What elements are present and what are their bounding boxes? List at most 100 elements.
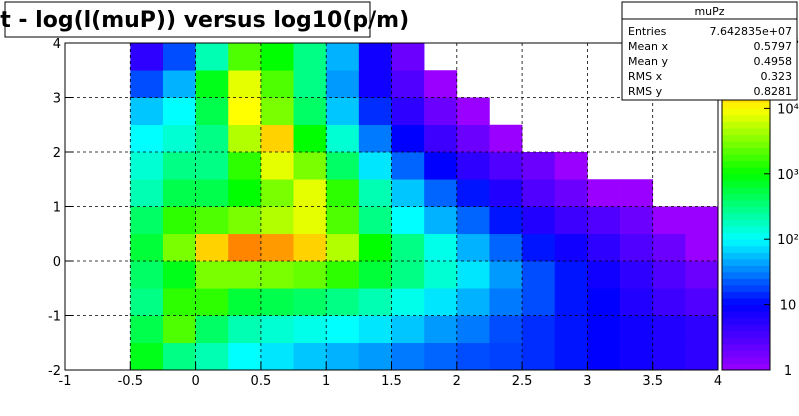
heat-cell	[195, 179, 229, 207]
y-tick-label: 2	[53, 146, 61, 161]
heat-cell	[685, 288, 719, 316]
stats-box	[621, 1, 798, 101]
heat-cell	[293, 288, 327, 316]
heat-cell	[522, 261, 556, 289]
palette-step	[722, 134, 770, 142]
heat-cell	[162, 124, 196, 153]
heat-cell	[358, 179, 392, 207]
heat-cell	[260, 97, 294, 126]
y-tick-label: 4	[53, 37, 61, 52]
heat-cell	[162, 97, 196, 126]
heat-cell	[424, 124, 458, 153]
heat-cell	[162, 70, 196, 98]
heat-cell	[489, 261, 523, 289]
heat-cell	[391, 261, 425, 289]
x-tick-label: 2	[453, 374, 461, 389]
heat-cell	[424, 152, 458, 180]
heat-cell	[424, 179, 458, 207]
heat-cell	[358, 70, 392, 98]
stats-title: muPz	[694, 5, 724, 18]
heat-cell	[391, 233, 425, 262]
heat-cell	[685, 261, 719, 289]
palette-step	[722, 213, 770, 221]
heat-cell	[587, 261, 621, 289]
heat-cell	[358, 124, 392, 153]
palette-step	[722, 154, 770, 162]
heat-cell	[195, 97, 229, 126]
stats-label: RMS y	[628, 85, 663, 98]
heat-cell	[293, 233, 327, 262]
palette-step	[722, 147, 770, 155]
palette-step	[722, 324, 770, 332]
heat-cell	[228, 124, 262, 153]
heat-cell	[685, 206, 719, 235]
palette-step	[722, 330, 770, 338]
heat-cell	[162, 152, 196, 180]
heat-cell	[554, 261, 588, 289]
heat-cell	[391, 206, 425, 235]
heat-cell	[228, 179, 262, 207]
heat-cell	[554, 206, 588, 235]
x-tick-label: 1	[322, 374, 330, 389]
heat-cell	[489, 288, 523, 316]
heat-cell	[293, 179, 327, 207]
heat-cell	[260, 124, 294, 153]
heat-cell	[326, 233, 360, 262]
heat-cell	[195, 288, 229, 316]
heat-cell	[554, 233, 588, 262]
heat-cell	[162, 315, 196, 344]
heat-cell	[228, 206, 262, 235]
stats-value: 0.323	[761, 70, 793, 83]
heat-cell	[489, 179, 523, 207]
heat-cell	[293, 97, 327, 126]
heat-cell	[685, 233, 719, 262]
palette-step	[722, 108, 770, 116]
heat-cell	[587, 233, 621, 262]
heat-cell	[522, 342, 556, 371]
heat-cell	[358, 342, 392, 371]
heat-cell	[489, 342, 523, 371]
heat-cell	[620, 261, 653, 289]
heat-cell	[522, 206, 556, 235]
heat-cell	[162, 43, 196, 71]
heat-cell	[620, 288, 653, 316]
heat-cell	[424, 97, 458, 126]
heat-cell	[391, 43, 425, 71]
palette-step	[722, 180, 770, 188]
palette-step	[722, 356, 770, 364]
heat-cell	[456, 179, 490, 207]
heat-cell	[228, 233, 262, 262]
palette-step	[722, 160, 770, 168]
heat-cell	[391, 124, 425, 153]
palette-step	[722, 298, 770, 306]
x-tick-label: 1.5	[381, 374, 402, 389]
heat-cell	[587, 315, 621, 344]
y-tick-label: 3	[53, 92, 61, 107]
heat-cell	[260, 43, 294, 71]
x-tick-label: 0	[191, 374, 199, 389]
heat-cell	[554, 288, 588, 316]
palette-step	[722, 226, 770, 234]
heat-cell	[456, 233, 490, 262]
heat-cell	[260, 233, 294, 262]
heat-cell	[424, 288, 458, 316]
heat-cell	[326, 261, 360, 289]
palette-step	[722, 258, 770, 266]
heat-cell	[326, 206, 360, 235]
heat-cell	[260, 70, 294, 98]
heat-cell	[456, 288, 490, 316]
palette-step	[722, 252, 770, 260]
heat-cell	[456, 124, 490, 153]
heat-cell	[489, 152, 523, 180]
heat-cell	[326, 43, 360, 71]
heat-cell	[489, 315, 523, 344]
heat-cell	[130, 97, 164, 126]
palette-step	[722, 304, 770, 312]
z-tick-label: 10³	[777, 168, 799, 183]
palette-step	[722, 239, 770, 247]
heat-cell	[228, 43, 262, 71]
heat-cell	[293, 70, 327, 98]
x-tick-label: 0.5	[251, 374, 272, 389]
heat-cell	[652, 206, 686, 235]
heat-cell	[587, 288, 621, 316]
